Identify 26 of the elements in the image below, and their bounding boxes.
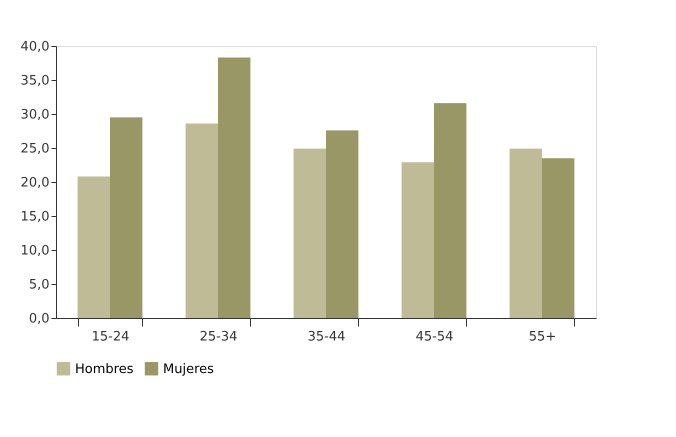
bar — [326, 130, 358, 318]
bar — [218, 58, 250, 318]
bar — [186, 124, 218, 318]
bar — [110, 117, 142, 318]
y-tick-label: 0,0 — [28, 312, 50, 326]
y-tick-label: 40,0 — [20, 40, 50, 54]
x-tick-label: 45-54 — [416, 330, 454, 344]
x-tick-label: 15-24 — [92, 330, 130, 344]
x-tick-label: 55+ — [528, 330, 556, 344]
y-tick-label: 10,0 — [20, 244, 50, 258]
bar — [542, 158, 574, 318]
bar — [294, 148, 326, 318]
y-tick-label: 20,0 — [20, 176, 50, 190]
y-tick-label: 5,0 — [28, 278, 50, 292]
x-tick-label: 35-44 — [308, 330, 346, 344]
x-tick-label: 25-34 — [200, 330, 238, 344]
bar — [402, 162, 434, 318]
legend-label: Hombres — [75, 362, 134, 377]
bar — [434, 103, 466, 318]
y-tick-label: 35,0 — [20, 74, 50, 88]
y-tick-label: 25,0 — [20, 142, 50, 156]
legend-label: Mujeres — [163, 362, 214, 377]
bar — [78, 176, 110, 318]
y-tick-label: 30,0 — [20, 108, 50, 122]
bar — [510, 148, 542, 318]
y-tick-label: 15,0 — [20, 210, 50, 224]
